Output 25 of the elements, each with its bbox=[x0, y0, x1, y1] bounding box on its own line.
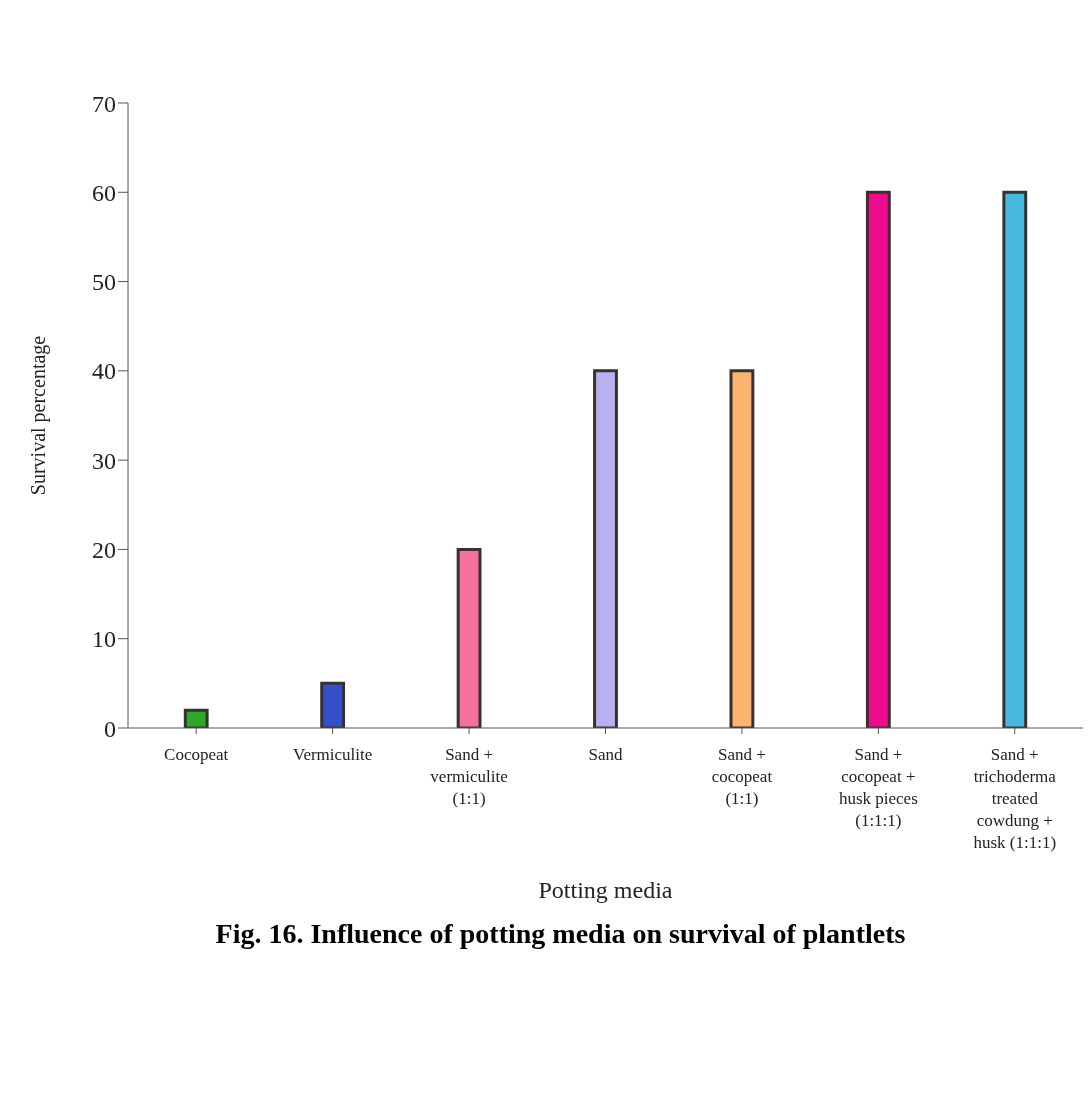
x-tick-label: Sand + cocopeat (1:1) bbox=[711, 745, 773, 808]
bar bbox=[320, 681, 346, 728]
bar bbox=[456, 547, 482, 728]
y-tick-label: 40 bbox=[92, 358, 116, 385]
x-tick-label: Sand + cocopeat + husk pieces (1:1:1) bbox=[838, 745, 918, 830]
x-tick-label: Sand + trichoderma treated cowdung + husk (1:1:1) bbox=[973, 745, 1057, 852]
bar bbox=[1002, 190, 1028, 728]
x-tick-label: Sand + vermiculite (1:1) bbox=[430, 745, 508, 808]
text: Fig. 16. Influence of potting media on survival of plantlets bbox=[214, 918, 907, 950]
y-tick-label: 30 bbox=[92, 447, 116, 474]
y-tick-label: 70 bbox=[92, 90, 116, 117]
y-axis-title: Survival percentage bbox=[27, 335, 51, 496]
y-tick-label: 60 bbox=[92, 179, 116, 206]
y-tick-label: 50 bbox=[92, 269, 116, 296]
y-tick-label: 20 bbox=[92, 536, 116, 563]
bar bbox=[593, 369, 618, 728]
bar bbox=[183, 708, 209, 728]
x-tick-label: Sand bbox=[588, 745, 623, 764]
y-tick-label: 10 bbox=[92, 626, 116, 653]
y-tick-label: 0 bbox=[104, 715, 116, 742]
bar bbox=[865, 190, 891, 728]
bar bbox=[729, 369, 755, 728]
x-axis-title: Potting media bbox=[538, 877, 673, 903]
x-tick-label: Cocopeat bbox=[164, 745, 229, 764]
x-tick-label: Vermiculite bbox=[292, 745, 373, 764]
